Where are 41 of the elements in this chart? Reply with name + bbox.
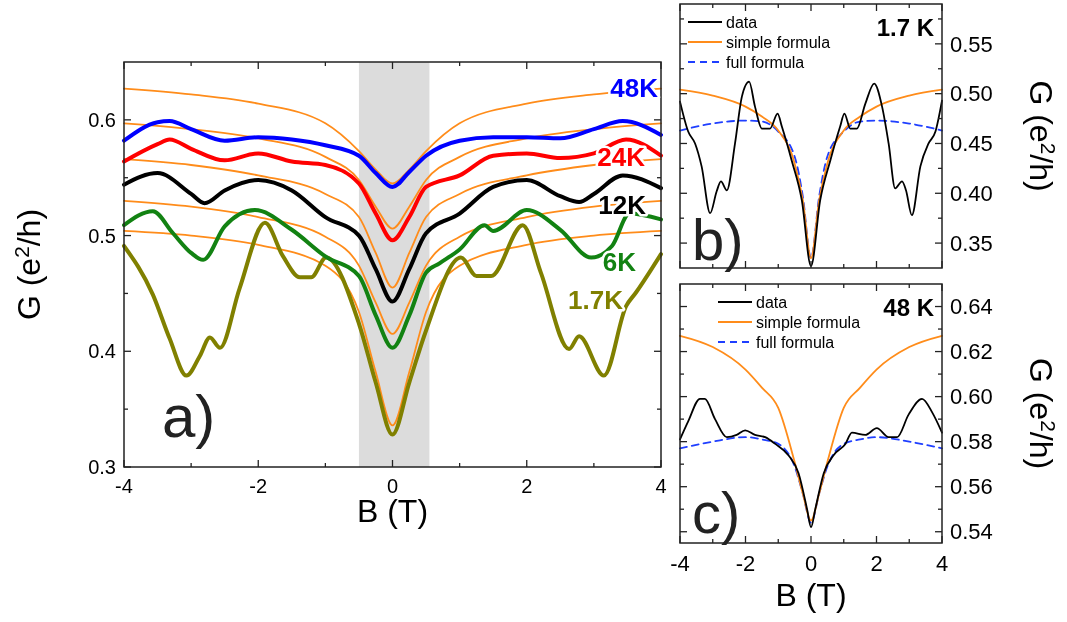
x-tick-label: -4 [115,475,133,497]
annotation: 1.7 K [876,14,935,41]
legend-label: full formula [756,333,835,351]
legend-label: simple formula [756,313,861,331]
x-axis-title: B (T) [775,577,847,613]
x-tick-label: 4 [655,475,667,497]
x-tick-label: 2 [521,475,533,497]
y-tick-label: 0.5 [88,224,116,247]
line-series [122,137,663,243]
y2-tick-label: 0.64 [950,294,993,320]
y2-tick-label: 0.55 [950,31,993,57]
x-tick-label: 2 [870,551,883,576]
y-tick-label: 0.4 [88,340,116,363]
legend-label: data [756,293,788,311]
annotation: 48 K [883,294,935,321]
annotation: b) [692,207,744,272]
x-tick-label: 4 [935,551,949,576]
legend-label: simple formula [726,33,831,51]
y-tick-label: 0.6 [88,108,116,131]
y2-tick-label: 0.58 [950,429,993,455]
legend-label: data [726,13,758,31]
y-tick-label: 0.3 [88,456,116,478]
y2-tick-label: 0.45 [950,131,993,157]
x-tick-label: -2 [735,551,756,576]
legend-label: full formula [726,53,805,71]
y2-tick-label: 0.60 [950,384,993,410]
series-label: 1.7K [568,285,624,316]
line-series [123,122,662,230]
annotation: c) [692,480,741,545]
y2-tick-label: 0.35 [950,230,993,256]
line-series [122,119,663,189]
x-tick-label: -4 [670,551,690,576]
x-tick-label: 0 [804,551,818,576]
y2-tick-label: 0.50 [950,81,993,107]
series-label: 6K [602,247,637,278]
y2-tick-label: 0.54 [950,519,993,545]
annotation: a) [162,383,216,450]
x-tick-label: -2 [249,475,268,497]
y2-tick-label: 0.56 [950,474,993,500]
y2-tick-label: 0.40 [950,180,993,206]
y2-tick-label: 0.62 [950,339,993,365]
